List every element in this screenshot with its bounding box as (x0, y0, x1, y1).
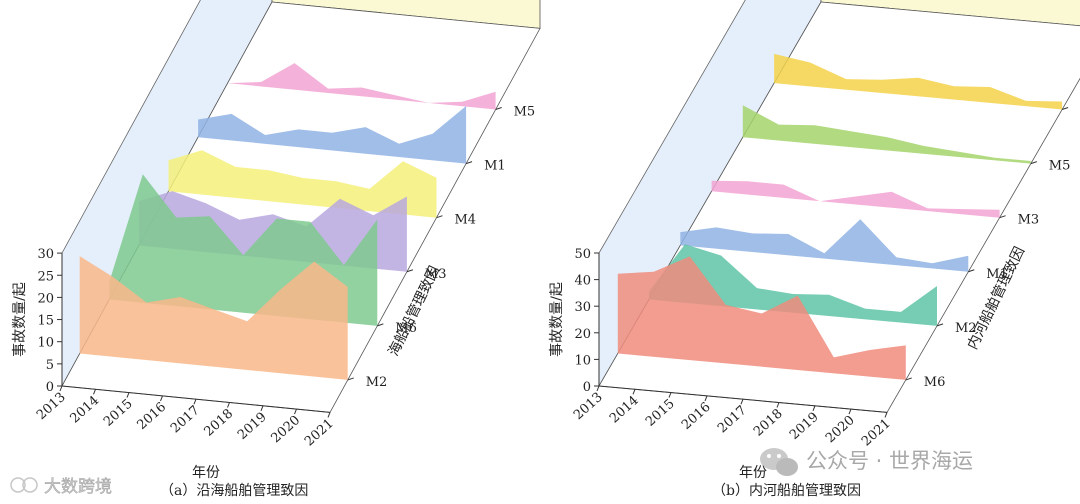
series-label-M3: M3 (425, 267, 447, 282)
y-tick-label: 20 (574, 327, 591, 342)
area-M1 (680, 219, 969, 272)
series-label-M1: M1 (484, 159, 506, 174)
y-tick-label: 0 (46, 380, 54, 395)
chart-a-coastal: M5M1M4M3M6M20510152025302013201420152016… (12, 0, 541, 481)
y-tick-label: 50 (574, 247, 591, 262)
series-tick (999, 215, 1006, 219)
x-tick-mark (884, 412, 888, 418)
watermark-left-text: 大数跨境 (44, 477, 112, 497)
y-tick-label: 30 (574, 300, 591, 315)
x-axis-title: 年份 (739, 465, 767, 481)
series-tick (905, 377, 912, 381)
x-tick-mark (740, 399, 744, 405)
y-tick-label: 25 (37, 269, 54, 284)
x-tick-label: 2014 (607, 393, 642, 426)
series-label-M2: M2 (366, 375, 388, 390)
area-M4 (774, 53, 1063, 110)
watermark-right-text: 公众号 · 世界海运 (806, 449, 973, 473)
x-tick-mark (704, 395, 708, 402)
y-tick-label: 0 (583, 380, 591, 395)
x-axis-title: 年份 (192, 465, 220, 481)
watermark-right: 公众号 · 世界海运 (760, 448, 973, 476)
x-tick-mark (596, 385, 600, 392)
area-M1 (198, 106, 467, 164)
area-M4 (168, 150, 437, 218)
x-tick-mark (294, 408, 297, 415)
y-tick-label: 30 (37, 247, 54, 262)
area-M5 (227, 63, 496, 110)
x-tick-mark (776, 402, 780, 408)
area-M6 (617, 256, 906, 380)
series-tick (436, 215, 443, 219)
x-tick-label: 2019 (235, 410, 270, 443)
series-tick (347, 377, 354, 381)
x-tick-label: 2016 (679, 400, 714, 433)
wechat-logo-icon (760, 448, 798, 476)
area-M3 (711, 180, 1000, 218)
series-label-M5: M5 (514, 105, 536, 120)
x-tick-label: 2016 (135, 400, 170, 433)
x-tick-mark (126, 392, 130, 398)
series-label-M3: M3 (1018, 213, 1040, 228)
series-label-M4: M4 (455, 213, 477, 228)
x-tick-mark (260, 405, 264, 411)
x-tick-mark (93, 389, 96, 395)
x-tick-mark (632, 389, 636, 395)
y-tick-label: 10 (37, 336, 54, 351)
x-tick-label: 2020 (269, 413, 304, 446)
area-M2 (79, 256, 348, 380)
y-axis-title: 事故数量/起 (549, 282, 565, 357)
series-tick (1030, 161, 1037, 165)
series-label-M5: M5 (1049, 159, 1071, 174)
x-tick-mark (160, 395, 163, 402)
series-tick (406, 269, 414, 273)
x-tick-label: 2020 (823, 413, 858, 446)
chart-b-inland: M4M5M3M1M2M60102030405020132014201520162… (549, 0, 1080, 481)
series-tick (936, 323, 944, 327)
x-tick-label: 2014 (68, 393, 103, 426)
series-label-M6: M6 (924, 375, 946, 390)
caption-b: （b）内河船舶管理致因 (712, 483, 861, 499)
series-tick (968, 269, 975, 273)
x-tick-label: 2018 (202, 406, 237, 439)
x-tick-label: 2021 (302, 416, 337, 449)
y-tick-label: 40 (574, 274, 591, 289)
y-axis-title: 事故数量/起 (12, 282, 28, 357)
x-tick-mark (668, 392, 672, 398)
area-M5 (742, 105, 1031, 164)
y-tick-label: 10 (574, 353, 591, 368)
caption-a: （a）沿海船舶管理致因 (160, 483, 308, 499)
wechat-logo-icon-left (10, 477, 38, 493)
x-tick-mark (327, 412, 331, 418)
series-tick (495, 107, 502, 111)
series-tick (465, 161, 473, 165)
y-tick-label: 5 (46, 358, 54, 373)
x-tick-mark (59, 385, 63, 392)
watermark-left: 大数跨境 (10, 477, 112, 497)
series-label-M1: M1 (986, 267, 1008, 282)
x-tick-mark (193, 399, 197, 405)
x-tick-label: 2015 (101, 396, 136, 429)
x-tick-mark (848, 408, 852, 415)
series-tick (377, 323, 384, 327)
x-tick-label: 2019 (787, 410, 822, 443)
x-tick-label: 2017 (168, 403, 203, 436)
series-tick (1061, 107, 1069, 111)
x-tick-label: 2018 (751, 406, 786, 439)
series-label-M6: M6 (395, 321, 417, 336)
x-tick-label: 2021 (859, 416, 894, 449)
x-tick-mark (227, 402, 230, 408)
x-tick-label: 2015 (643, 396, 678, 429)
x-tick-mark (812, 405, 816, 411)
series-label-M2: M2 (955, 321, 977, 336)
x-tick-label: 2017 (715, 403, 750, 436)
y-tick-label: 20 (37, 291, 54, 306)
y-tick-label: 15 (37, 314, 54, 329)
